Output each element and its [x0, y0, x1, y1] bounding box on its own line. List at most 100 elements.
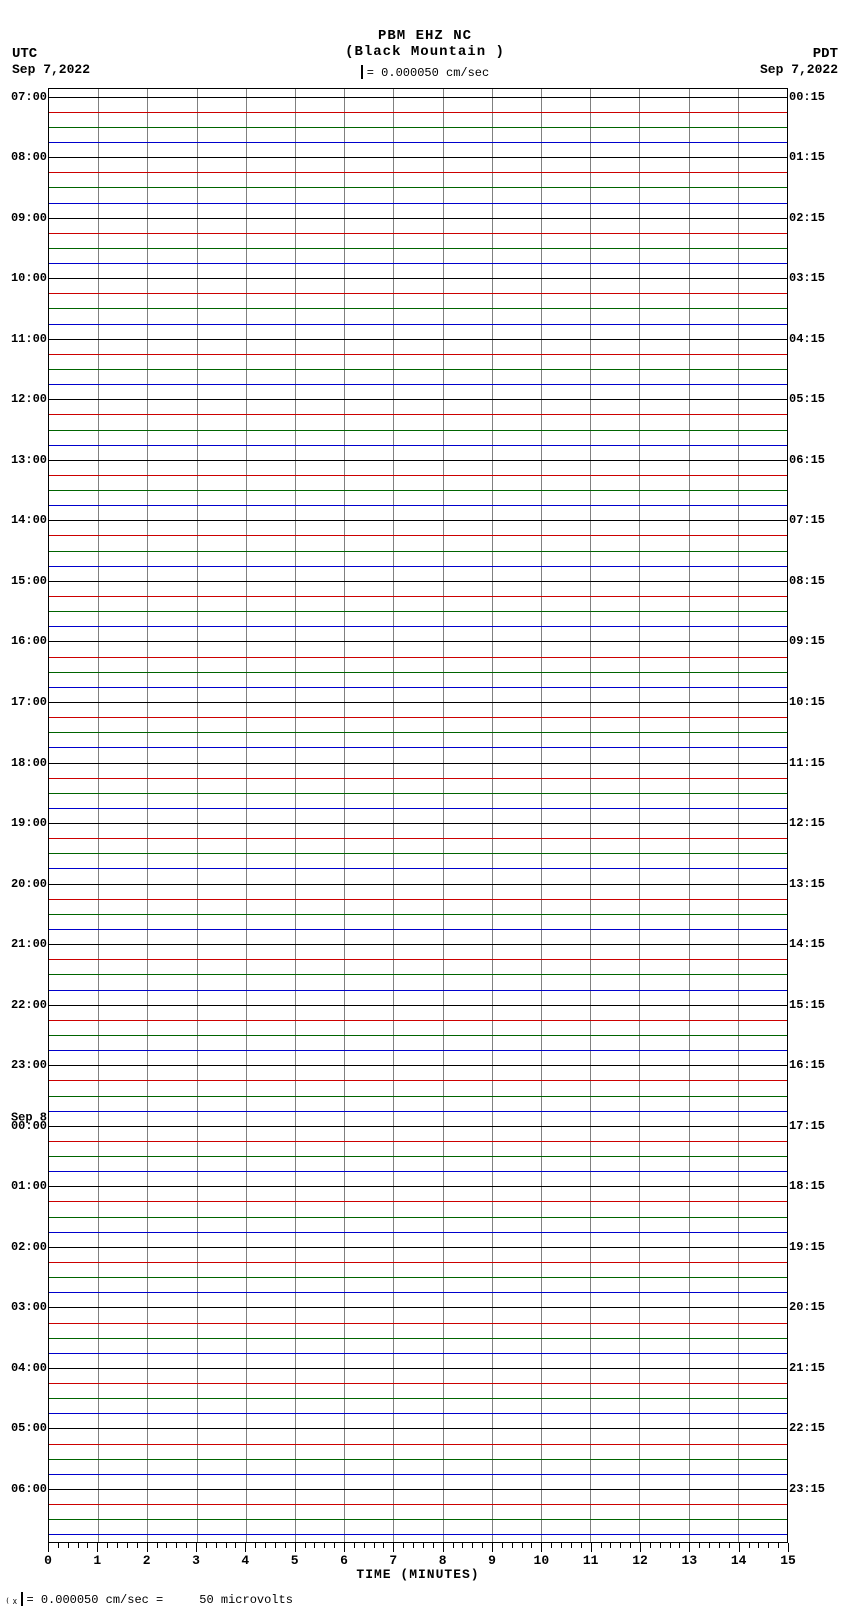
x-minor-tick — [176, 1543, 177, 1548]
x-tick-label: 5 — [291, 1553, 299, 1568]
pdt-time-label: 11:15 — [787, 756, 825, 770]
seismic-trace — [49, 551, 787, 552]
seismic-trace — [49, 1444, 787, 1445]
x-minor-tick — [413, 1543, 414, 1548]
x-major-tick — [788, 1543, 789, 1552]
seismic-trace — [49, 899, 787, 900]
x-tick-label: 8 — [439, 1553, 447, 1568]
seismic-trace — [49, 172, 787, 173]
seismic-trace — [49, 187, 787, 188]
pdt-time-label: 12:15 — [787, 816, 825, 830]
pdt-time-label: 10:15 — [787, 695, 825, 709]
pdt-time-label: 17:15 — [787, 1119, 825, 1133]
seismic-trace — [49, 1020, 787, 1021]
vertical-gridline — [492, 89, 493, 1542]
seismic-trace — [49, 778, 787, 779]
x-axis: 0123456789101112131415 TIME (MINUTES) — [48, 1543, 788, 1579]
pdt-time-label: 15:15 — [787, 998, 825, 1012]
x-tick-label: 7 — [389, 1553, 397, 1568]
x-minor-tick — [610, 1543, 611, 1548]
x-minor-tick — [630, 1543, 631, 1548]
pdt-time-label: 13:15 — [787, 877, 825, 891]
x-axis-label: TIME (MINUTES) — [356, 1567, 479, 1582]
seismic-trace — [49, 1277, 787, 1278]
utc-time-label: 10:00 — [11, 271, 49, 285]
seismic-trace — [49, 1201, 787, 1202]
footer-scale-bar-icon — [21, 1592, 23, 1606]
seismic-trace — [49, 142, 787, 143]
x-minor-tick — [334, 1543, 335, 1548]
x-minor-tick — [107, 1543, 108, 1548]
seismic-trace — [49, 1504, 787, 1505]
seismic-trace — [49, 1111, 787, 1112]
pdt-time-label: 01:15 — [787, 150, 825, 164]
station-code: PBM EHZ NC — [0, 28, 850, 44]
x-minor-tick — [324, 1543, 325, 1548]
seismic-trace — [49, 717, 787, 718]
seismic-trace — [49, 475, 787, 476]
utc-time-label: 05:00 — [11, 1421, 49, 1435]
seismic-trace — [49, 657, 787, 658]
seismic-trace — [49, 1459, 787, 1460]
utc-time-label: 07:00 — [11, 90, 49, 104]
seismic-trace — [49, 808, 787, 809]
seismic-trace — [49, 1065, 787, 1066]
scale-text: = 0.000050 cm/sec — [367, 66, 489, 80]
vertical-gridline — [147, 89, 148, 1542]
x-minor-tick — [709, 1543, 710, 1548]
seismic-trace — [49, 1353, 787, 1354]
seismic-trace — [49, 354, 787, 355]
x-major-tick — [97, 1543, 98, 1552]
x-minor-tick — [620, 1543, 621, 1548]
station-name: (Black Mountain ) — [0, 44, 850, 60]
x-minor-tick — [462, 1543, 463, 1548]
utc-time-label: 06:00 — [11, 1482, 49, 1496]
utc-time-label: 18:00 — [11, 756, 49, 770]
seismic-trace — [49, 581, 787, 582]
seismic-trace — [49, 641, 787, 642]
vertical-gridline — [344, 89, 345, 1542]
seismic-trace — [49, 1186, 787, 1187]
pdt-time-label: 02:15 — [787, 211, 825, 225]
seismic-trace — [49, 1217, 787, 1218]
seismic-trace — [49, 1247, 787, 1248]
seismic-trace — [49, 884, 787, 885]
x-minor-tick — [137, 1543, 138, 1548]
seismic-trace — [49, 702, 787, 703]
x-minor-tick — [719, 1543, 720, 1548]
utc-time-label: 16:00 — [11, 634, 49, 648]
x-tick-label: 13 — [682, 1553, 698, 1568]
pdt-time-label: 00:15 — [787, 90, 825, 104]
seismic-trace — [49, 127, 787, 128]
utc-time-label: 08:00 — [11, 150, 49, 164]
seismic-trace — [49, 823, 787, 824]
x-major-tick — [492, 1543, 493, 1552]
x-major-tick — [196, 1543, 197, 1552]
x-major-tick — [245, 1543, 246, 1552]
footer-text-left: = 0.000050 cm/sec = — [26, 1593, 163, 1607]
pdt-time-label: 04:15 — [787, 332, 825, 346]
timezone-left: UTC Sep 7,2022 — [12, 46, 90, 77]
x-minor-tick — [265, 1543, 266, 1548]
x-major-tick — [147, 1543, 148, 1552]
seismic-trace — [49, 611, 787, 612]
seismic-trace — [49, 233, 787, 234]
x-tick-label: 1 — [93, 1553, 101, 1568]
x-minor-tick — [768, 1543, 769, 1548]
x-minor-tick — [758, 1543, 759, 1548]
seismic-trace — [49, 1368, 787, 1369]
utc-time-label: 04:00 — [11, 1361, 49, 1375]
utc-time-label: 23:00 — [11, 1058, 49, 1072]
seismic-trace — [49, 626, 787, 627]
pdt-time-label: 18:15 — [787, 1179, 825, 1193]
seismic-trace — [49, 747, 787, 748]
x-tick-label: 6 — [340, 1553, 348, 1568]
seismic-trace — [49, 1080, 787, 1081]
utc-time-label: 17:00 — [11, 695, 49, 709]
x-major-tick — [48, 1543, 49, 1552]
pdt-time-label: 14:15 — [787, 937, 825, 951]
x-minor-tick — [551, 1543, 552, 1548]
footer-scale: ₍ₓ= 0.000050 cm/sec = 50 microvolts — [0, 1592, 293, 1607]
pdt-time-label: 23:15 — [787, 1482, 825, 1496]
seismic-trace — [49, 1323, 787, 1324]
